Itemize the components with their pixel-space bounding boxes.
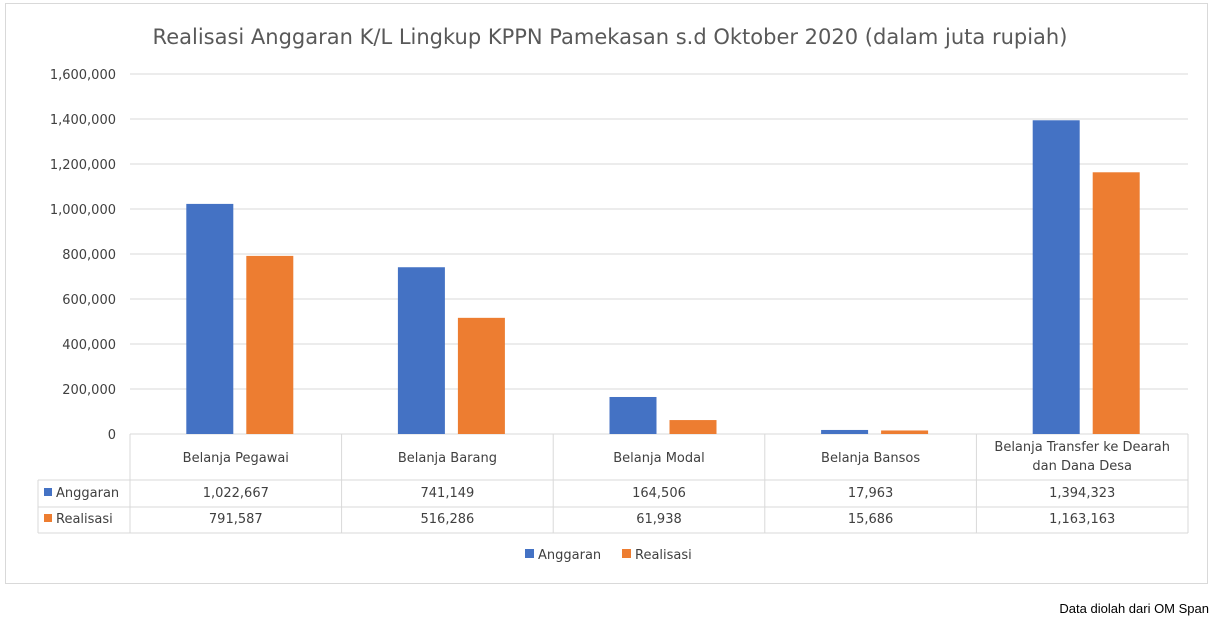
data-label: 15,686 (848, 512, 894, 527)
bar-anggaran (821, 429, 869, 434)
legend-label: Realisasi (635, 548, 692, 563)
bars (186, 120, 1140, 434)
data-label: 1,163,163 (1049, 512, 1115, 527)
series-name: Anggaran (56, 486, 119, 501)
legend-swatch-realisasi (622, 549, 631, 558)
legend: Anggaran Realisasi (525, 548, 692, 563)
category-label: Belanja Pegawai (183, 451, 289, 466)
y-tick-label: 600,000 (62, 293, 116, 308)
chart-frame: Realisasi Anggaran K/L Lingkup KPPN Pame… (5, 3, 1208, 584)
category-label: dan Dana Desa (1032, 459, 1132, 474)
data-label: 61,938 (636, 512, 682, 527)
y-tick-label: 1,200,000 (50, 158, 116, 173)
source-note: Data diolah dari OM Span (1059, 601, 1209, 616)
data-label: 516,286 (421, 512, 475, 527)
bar-realisasi (669, 420, 717, 434)
data-label: 741,149 (421, 486, 475, 501)
data-label: 1,394,323 (1049, 486, 1115, 501)
category-label: Belanja Bansos (821, 451, 920, 466)
y-tick-label: 400,000 (62, 338, 116, 353)
y-tick-label: 1,400,000 (50, 113, 116, 128)
bar-realisasi (881, 430, 929, 434)
data-label: 1,022,667 (203, 486, 269, 501)
data-label: 17,963 (848, 486, 894, 501)
bar-anggaran (609, 396, 657, 434)
legend-key-anggaran (44, 488, 52, 496)
y-tick-label: 1,600,000 (50, 68, 116, 83)
legend-label: Anggaran (538, 548, 601, 563)
bar-chart: Realisasi Anggaran K/L Lingkup KPPN Pame… (37, 25, 1189, 563)
bar-anggaran (186, 203, 234, 434)
category-label: Belanja Barang (398, 451, 497, 466)
category-label: Belanja Transfer ke Dearah (994, 440, 1170, 455)
y-tick-label: 200,000 (62, 383, 116, 398)
bar-realisasi (246, 255, 294, 434)
y-tick-label: 0 (108, 428, 116, 443)
bar-anggaran (1032, 120, 1080, 434)
data-label: 791,587 (209, 512, 263, 527)
legend-key-realisasi (44, 514, 52, 522)
bar-realisasi (457, 317, 505, 434)
bar-anggaran (397, 267, 445, 434)
y-tick-label: 1,000,000 (50, 203, 116, 218)
gridlines (130, 73, 1188, 435)
data-table: Belanja Pegawai Belanja Barang Belanja Mod… (37, 434, 1189, 534)
legend-swatch-anggaran (525, 549, 534, 558)
chart-title: Realisasi Anggaran K/L Lingkup KPPN Pame… (153, 25, 1068, 49)
category-label: Belanja Modal (613, 451, 704, 466)
y-axis: 0 200,000 400,000 600,000 800,000 1,000,000 1,… (50, 68, 116, 443)
bar-realisasi (1092, 172, 1140, 434)
data-label: 164,506 (632, 486, 686, 501)
y-tick-label: 800,000 (62, 248, 116, 263)
series-name: Realisasi (56, 512, 113, 527)
